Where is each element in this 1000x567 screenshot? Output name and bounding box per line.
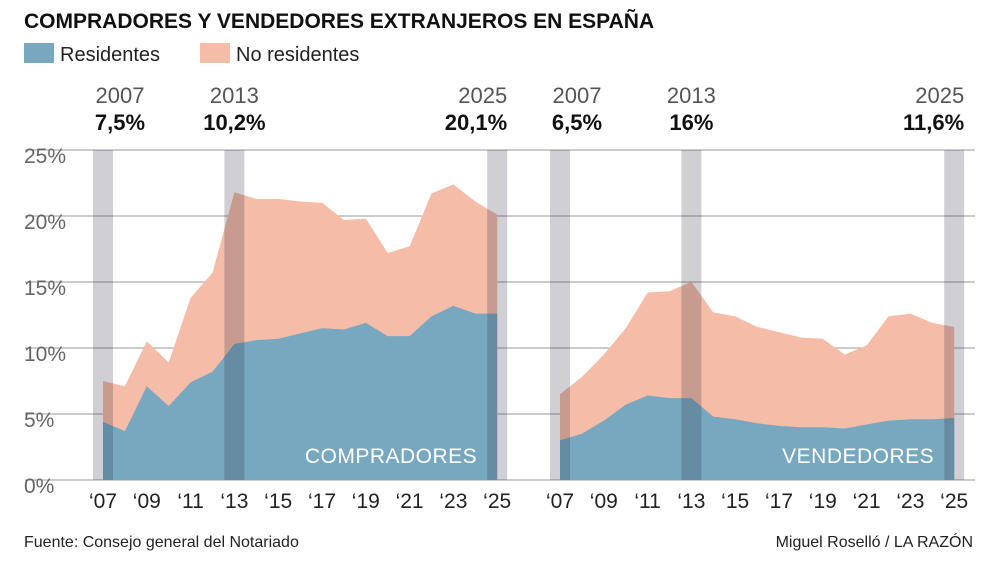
x-tick-label: ‘21 <box>853 490 881 513</box>
x-tick-label: ‘23 <box>439 490 467 513</box>
x-tick-label: ‘09 <box>133 490 161 513</box>
y-axis: 0% 5% 10% 15% 20% 25% <box>24 145 66 498</box>
area-residentes <box>103 305 498 480</box>
highlight-value: 7,5% <box>95 110 145 135</box>
panel-label: COMPRADORES <box>305 445 477 468</box>
source-note: Fuente: Consejo general del Notariado <box>24 534 299 551</box>
highlight-bar-2007 <box>93 150 113 480</box>
y-tick-label: 15% <box>24 277 66 300</box>
highlight-value: 16% <box>669 110 713 135</box>
x-tick-label: ‘17 <box>308 490 336 513</box>
highlight-bar-2025 <box>487 150 508 480</box>
legend-label-residentes: Residentes <box>60 44 160 66</box>
panel-label: VENDEDORES <box>782 445 934 468</box>
highlight-year: 2007 <box>96 83 145 108</box>
x-tick-label: ‘11 <box>634 490 660 513</box>
highlight-bar-2025 <box>944 150 965 480</box>
highlight-year: 2025 <box>915 83 964 108</box>
x-tick-label: ‘19 <box>352 490 380 513</box>
x-tick-label: ‘13 <box>677 490 705 513</box>
legend-label-no-residentes: No residentes <box>236 44 359 66</box>
x-tick-label: ‘09 <box>590 490 618 513</box>
credit-note: Miguel Roselló / LA RAZÓN <box>776 532 973 551</box>
y-tick-label: 0% <box>24 475 54 498</box>
highlight-year: 2013 <box>210 83 259 108</box>
x-tick-label: ‘11 <box>177 490 203 513</box>
highlight-value: 10,2% <box>203 110 265 135</box>
highlight-bar-2013 <box>224 150 245 480</box>
highlight-value: 20,1% <box>445 110 507 135</box>
x-tick-label: ‘25 <box>483 490 511 513</box>
legend: Residentes No residentes <box>24 43 359 66</box>
highlight-value: 11,6% <box>903 110 964 135</box>
highlight-year: 2007 <box>553 83 602 108</box>
x-tick-label: ‘15 <box>264 490 292 513</box>
x-tick-label: ‘07 <box>89 490 117 513</box>
x-tick-label: ‘15 <box>721 490 749 513</box>
highlight-bar-2007 <box>550 150 570 480</box>
highlight-year: 2025 <box>458 83 507 108</box>
highlight-bar-2013 <box>681 150 702 480</box>
x-tick-label: ‘25 <box>940 490 968 513</box>
legend-swatch-residentes <box>24 43 54 63</box>
y-tick-label: 5% <box>24 409 54 432</box>
x-tick-label: ‘07 <box>546 490 574 513</box>
y-tick-label: 10% <box>24 343 66 366</box>
x-tick-label: ‘19 <box>809 490 837 513</box>
highlight-value: 6,5% <box>552 110 602 135</box>
highlight-year: 2013 <box>667 83 716 108</box>
x-tick-label: ‘13 <box>220 490 248 513</box>
x-tick-label: ‘23 <box>896 490 924 513</box>
x-tick-label: ‘21 <box>396 490 424 513</box>
y-tick-label: 25% <box>24 145 66 168</box>
chart-title: COMPRADORES Y VENDEDORES EXTRANJEROS EN … <box>24 10 654 33</box>
legend-swatch-no-residentes <box>200 43 230 63</box>
area-residentes <box>560 395 955 480</box>
y-tick-label: 20% <box>24 211 66 234</box>
x-tick-label: ‘17 <box>765 490 793 513</box>
